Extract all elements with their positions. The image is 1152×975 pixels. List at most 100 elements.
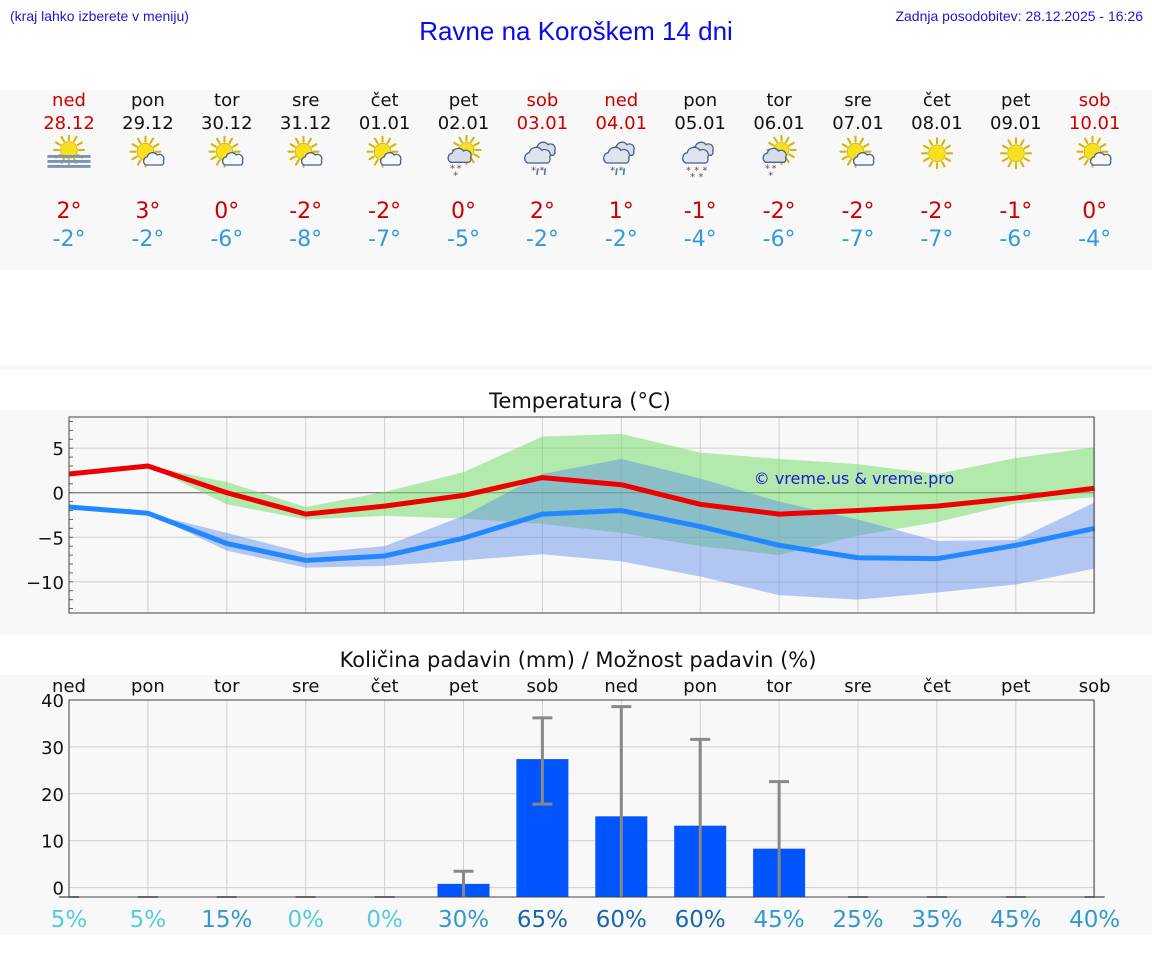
temp-min: -2°: [604, 227, 638, 252]
temp-min: -7°: [920, 227, 954, 252]
y-tick-label: 40: [41, 691, 64, 712]
day-date: 05.01: [674, 113, 726, 134]
precip-probability: 30%: [438, 907, 489, 933]
svg-text:*: *: [449, 164, 454, 175]
temp-max: 2°: [56, 199, 82, 224]
precip-probability: 25%: [832, 907, 883, 933]
day-name: sob: [1078, 90, 1111, 111]
last-updated: Zadnja posodobitev: 28.12.2025 - 16:26: [895, 8, 1143, 24]
svg-text:*: *: [699, 172, 704, 183]
temp-max: 1°: [608, 199, 634, 224]
plot-frame: [68, 416, 1095, 614]
day-name: ned: [604, 90, 639, 111]
svg-text:*: *: [694, 165, 699, 176]
svg-text:*: *: [703, 165, 708, 176]
temp-max: 0°: [451, 199, 476, 224]
sun-cloud-icon: [839, 135, 875, 168]
svg-text:*: *: [772, 164, 777, 175]
temp-min: -5°: [447, 227, 480, 252]
sun-icon: [999, 137, 1032, 170]
svg-text:*: *: [540, 165, 545, 176]
svg-text:*: *: [532, 165, 537, 176]
day-date: 28.12: [43, 113, 95, 134]
page-title: Ravne na Koroškem 14 dni: [419, 16, 733, 46]
day-date: 09.01: [990, 113, 1042, 134]
day-label: ned: [52, 676, 86, 697]
svg-text:*: *: [619, 165, 624, 176]
temp-min: -7°: [368, 227, 402, 252]
precip-probability: 45%: [754, 907, 805, 933]
day-label: pet: [1001, 676, 1031, 697]
precip-probability: 5%: [51, 907, 88, 933]
day-date: 10.01: [1068, 113, 1121, 134]
sun-cloud-snow-icon: * **: [447, 135, 482, 181]
temp-min: -2°: [131, 227, 165, 252]
temp-max: -1°: [999, 199, 1033, 224]
day-label: tor: [214, 676, 240, 697]
separator-band: [0, 365, 1152, 370]
min-temp-line: [68, 504, 1096, 563]
day-date: 29.12: [122, 113, 174, 134]
day-label: ned: [604, 676, 638, 697]
sun-cloud-snow-icon: * **: [762, 135, 797, 181]
day-date: 08.01: [911, 113, 963, 134]
temp-min: -6°: [762, 227, 796, 252]
day-date: 01.01: [358, 113, 411, 134]
temp-max: -2°: [289, 199, 323, 224]
day-date: 03.01: [516, 113, 569, 134]
temperature-chart-title: Temperatura (°C): [488, 389, 671, 413]
temp-min: -4°: [1078, 227, 1112, 252]
svg-text:*: *: [686, 165, 691, 176]
sun-cloud-icon: [366, 135, 402, 168]
y-tick-label: 30: [41, 738, 64, 759]
svg-text:*: *: [610, 165, 615, 176]
precip-probability: 40%: [1069, 907, 1120, 933]
day-name: sre: [844, 90, 872, 111]
temp-max: -2°: [841, 199, 875, 224]
fog-sun-icon: [47, 135, 91, 168]
day-date: 30.12: [201, 113, 253, 134]
y-tick-label: −5: [37, 528, 64, 549]
precip-probability: 35%: [911, 907, 962, 933]
y-tick-label: −10: [26, 573, 64, 594]
precip-probability: 65%: [517, 907, 568, 933]
max-temp-line: [68, 463, 1096, 517]
sun-cloud-icon: [287, 135, 323, 168]
day-name: pet: [448, 90, 479, 111]
y-tick-label: 5: [53, 439, 64, 460]
precip-probability: 0%: [287, 907, 324, 933]
temp-max: 0°: [1082, 199, 1108, 224]
temp-max: 2°: [529, 199, 555, 224]
day-date: 07.01: [832, 113, 884, 134]
forecast-band: [0, 90, 1152, 270]
sun-icon: [920, 137, 953, 170]
temp-max: -2°: [368, 199, 402, 224]
day-date: 31.12: [279, 113, 332, 134]
sun-cloud-icon: [208, 135, 244, 168]
day-name: sre: [291, 90, 320, 111]
day-label: sre: [844, 676, 871, 697]
day-label: čet: [923, 676, 951, 697]
min-temp-band: [69, 458, 1095, 600]
temperature-chart: Temperatura (°C) 5 0 −5 −10 © vreme.us & vrem…: [26, 389, 1096, 614]
day-date: 06.01: [753, 113, 805, 134]
watermark: © vreme.us & vreme.pro: [754, 469, 955, 488]
day-name: čet: [922, 90, 951, 111]
precip-probability: 0%: [366, 907, 403, 933]
plot-area: [69, 700, 1094, 897]
temp-max: -2°: [762, 199, 796, 224]
cloud-sleet-icon: * *: [524, 141, 557, 176]
precipitation-chart-title: Količina padavin (mm) / Možnost padavin …: [340, 648, 817, 672]
max-temp-band: [69, 433, 1095, 556]
day-name: ned: [52, 90, 86, 111]
svg-text:*: *: [765, 164, 770, 175]
day-label: sob: [526, 676, 558, 697]
day-name: tor: [766, 90, 792, 111]
plot-frame: [68, 699, 1095, 898]
day-label: čet: [371, 676, 399, 697]
temp-min: -6°: [999, 227, 1033, 252]
day-name: pet: [1001, 90, 1031, 111]
y-tick-label: 0: [53, 879, 64, 900]
svg-text:*: *: [768, 170, 773, 181]
location-hint[interactable]: (kraj lahko izberete v meniju): [10, 8, 189, 24]
